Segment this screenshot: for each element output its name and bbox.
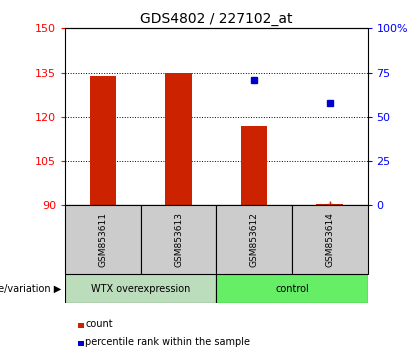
Bar — [65, 205, 141, 274]
Bar — [90, 75, 116, 205]
Text: WTX overexpression: WTX overexpression — [91, 284, 190, 293]
Bar — [317, 204, 343, 205]
Text: GSM853613: GSM853613 — [174, 212, 183, 267]
Title: GDS4802 / 227102_at: GDS4802 / 227102_at — [140, 12, 293, 26]
Bar — [65, 274, 216, 303]
Text: genotype/variation ▶: genotype/variation ▶ — [0, 284, 61, 293]
Bar — [292, 205, 368, 274]
Text: control: control — [275, 284, 309, 293]
Bar — [141, 205, 216, 274]
Text: GSM853612: GSM853612 — [249, 212, 259, 267]
Bar — [165, 73, 192, 205]
Text: count: count — [85, 319, 113, 329]
Bar — [241, 126, 268, 205]
Bar — [216, 205, 292, 274]
Text: percentile rank within the sample: percentile rank within the sample — [85, 337, 250, 347]
Text: GSM853611: GSM853611 — [98, 212, 108, 267]
Bar — [216, 274, 368, 303]
Text: GSM853614: GSM853614 — [325, 212, 334, 267]
